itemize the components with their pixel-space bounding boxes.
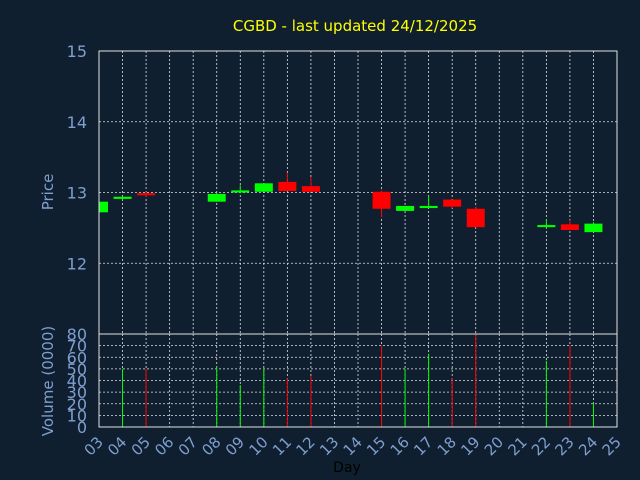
candle-body [113, 196, 132, 199]
price-tick-label: 15 [67, 42, 87, 61]
candle-body [560, 224, 579, 230]
volume-tick-label: 40 [67, 372, 87, 391]
volume-tick-label: 80 [67, 325, 87, 344]
volume-tick-label: 70 [67, 337, 87, 356]
candle-body [466, 208, 485, 228]
volume-tick-label: 0 [77, 418, 87, 437]
candle-body [584, 223, 603, 233]
candle-body [396, 205, 415, 211]
volume-panel-frame [98, 333, 618, 428]
candle-body [207, 193, 226, 202]
volume-tick-label: 50 [67, 360, 87, 379]
candle-body [254, 183, 273, 192]
volume-tick-label: 60 [67, 348, 87, 367]
volume-bars [98, 334, 594, 427]
candle-body [99, 201, 108, 213]
x-axis-label: Day [333, 460, 361, 476]
price-tick-label: 14 [67, 113, 87, 132]
volume-tick-label: 30 [67, 383, 87, 402]
candle-body [301, 186, 320, 192]
chart-title: CGBD - last updated 24/12/2025 [233, 17, 477, 35]
price-y-ticks: 12 13 14 15 [67, 42, 87, 273]
volume-tick-label: 20 [67, 395, 87, 414]
candle-body [443, 199, 462, 207]
x-ticks: 0304050607080910111213141516171819202122… [81, 433, 625, 459]
price-axis-label: Price [39, 174, 57, 211]
candle-body [372, 191, 391, 209]
price-tick-label: 12 [67, 254, 87, 273]
candle-body [231, 190, 250, 193]
candle-body [419, 205, 438, 209]
candle-body [537, 225, 556, 228]
candle-body [278, 181, 297, 192]
candles [98, 172, 603, 233]
candle-body [137, 193, 156, 196]
volume-axis-label: Volume (0000) [39, 326, 57, 436]
volume-tick-label: 10 [67, 406, 87, 425]
price-tick-label: 13 [67, 184, 87, 203]
price-grid [99, 51, 617, 334]
